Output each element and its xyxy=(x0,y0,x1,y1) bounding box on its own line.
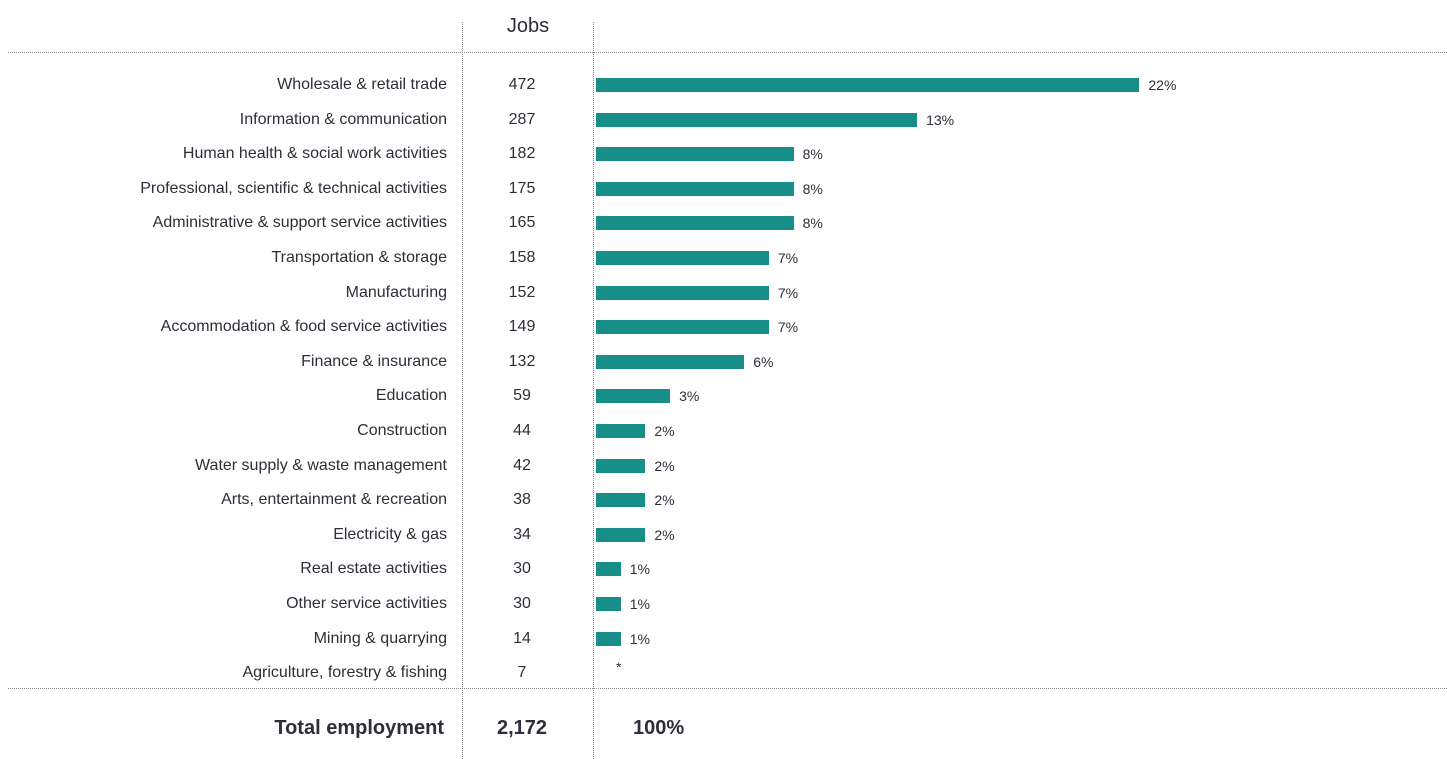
jobs-value: 38 xyxy=(513,491,531,509)
jobs-value: 472 xyxy=(508,76,536,93)
total-label: Total employment xyxy=(274,717,444,739)
jobs-value: 14 xyxy=(513,629,531,647)
jobs-value: 182 xyxy=(508,145,536,163)
chart-row: Construction 44 2% xyxy=(0,414,1447,448)
bar xyxy=(596,389,671,404)
bar xyxy=(596,147,794,162)
percent-label: 1% xyxy=(629,561,650,578)
category-label: Arts, entertainment & recreation xyxy=(221,491,447,509)
chart-row: Electricity & gas 34 2% xyxy=(0,518,1447,552)
jobs-value: 34 xyxy=(513,525,531,543)
category-label: Real estate activities xyxy=(300,560,447,578)
percent-label: 8% xyxy=(802,180,823,197)
category-label: Administrative & support service activit… xyxy=(152,214,447,232)
bottom-divider xyxy=(8,688,1447,689)
chart-row: Human health & social work activities 182… xyxy=(0,137,1447,171)
jobs-value: 30 xyxy=(513,560,531,578)
jobs-value: 175 xyxy=(508,179,536,197)
chart-row: Transportation & storage 158 7% xyxy=(0,241,1447,275)
percent-label: 1% xyxy=(629,596,650,612)
percent-label: 8% xyxy=(802,215,823,232)
bar xyxy=(596,562,621,577)
category-label: Mining & quarrying xyxy=(313,629,447,647)
chart-row: Finance & insurance 132 6% xyxy=(0,345,1447,379)
category-label: Accommodation & food service activities xyxy=(160,318,447,336)
jobs-value: 7 xyxy=(517,664,527,682)
jobs-value: 158 xyxy=(508,249,536,266)
chart-row: Real estate activities 30 1% xyxy=(0,552,1447,586)
top-divider xyxy=(8,52,1447,53)
percent-label: 6% xyxy=(753,353,774,370)
percent-label: * xyxy=(616,659,622,676)
bar xyxy=(596,597,621,611)
label-column-divider xyxy=(462,22,463,759)
bar xyxy=(596,181,794,196)
chart-row: Wholesale & retail trade 472 22% xyxy=(0,68,1447,102)
bar xyxy=(596,354,745,369)
percent-label: 2% xyxy=(654,423,675,439)
chart-row: Education 59 3% xyxy=(0,379,1447,413)
category-label: Manufacturing xyxy=(345,283,447,301)
jobs-column-header: Jobs xyxy=(506,15,550,37)
percent-label: 7% xyxy=(777,284,799,301)
percent-label: 2% xyxy=(654,526,675,543)
bar xyxy=(596,78,1140,92)
jobs-value: 149 xyxy=(508,318,536,336)
bar xyxy=(596,216,794,231)
category-label: Information & communication xyxy=(239,110,447,128)
percent-label: 7% xyxy=(777,319,799,336)
category-label: Education xyxy=(375,387,447,405)
category-label: Finance & insurance xyxy=(301,352,447,370)
chart-row: Water supply & waste management 42 2% xyxy=(0,449,1447,483)
total-percent: 100% xyxy=(633,717,685,739)
jobs-value: 44 xyxy=(513,422,531,439)
bar xyxy=(596,631,621,646)
chart-row: Other service activities 30 1% xyxy=(0,587,1447,621)
bar xyxy=(596,285,769,300)
category-label: Agriculture, forestry & fishing xyxy=(242,664,447,682)
percent-label: 2% xyxy=(654,492,675,509)
bar xyxy=(596,458,646,473)
jobs-value: 42 xyxy=(513,456,531,474)
category-label: Human health & social work activities xyxy=(182,145,447,163)
bar xyxy=(596,112,918,127)
category-label: Wholesale & retail trade xyxy=(277,76,447,93)
jobs-value: 152 xyxy=(508,283,536,301)
category-label: Construction xyxy=(357,422,447,439)
category-label: Other service activities xyxy=(286,595,447,612)
percent-label: 13% xyxy=(926,111,955,128)
jobs-column-divider xyxy=(593,22,594,759)
chart-row: Agriculture, forestry & fishing 7 * xyxy=(0,656,1447,690)
bar xyxy=(596,251,769,265)
percent-label: 1% xyxy=(629,630,650,647)
bar xyxy=(596,424,646,438)
chart-row: Mining & quarrying 14 1% xyxy=(0,622,1447,656)
chart-row: Manufacturing 152 7% xyxy=(0,276,1447,310)
percent-label: 3% xyxy=(679,388,700,405)
percent-label: 7% xyxy=(777,250,799,266)
total-jobs: 2,172 xyxy=(496,717,548,739)
chart-row: Professional, scientific & technical act… xyxy=(0,172,1447,206)
category-label: Transportation & storage xyxy=(271,249,448,266)
category-label: Professional, scientific & technical act… xyxy=(140,179,447,197)
chart-row: Administrative & support service activit… xyxy=(0,206,1447,240)
percent-label: 8% xyxy=(802,146,823,163)
chart-row: Information & communication 287 13% xyxy=(0,103,1447,137)
jobs-value: 165 xyxy=(508,214,536,232)
bar xyxy=(596,320,769,335)
percent-label: 22% xyxy=(1148,77,1177,93)
bar xyxy=(596,527,646,542)
category-label: Water supply & waste management xyxy=(195,456,447,474)
jobs-value: 132 xyxy=(508,352,536,370)
bar xyxy=(596,493,646,508)
category-label: Electricity & gas xyxy=(333,525,447,543)
jobs-value: 30 xyxy=(513,595,531,612)
chart-row: Arts, entertainment & recreation 38 2% xyxy=(0,483,1447,517)
percent-label: 2% xyxy=(654,457,675,474)
jobs-value: 59 xyxy=(513,387,531,405)
chart-row: Accommodation & food service activities 1… xyxy=(0,310,1447,344)
jobs-value: 287 xyxy=(508,110,536,128)
